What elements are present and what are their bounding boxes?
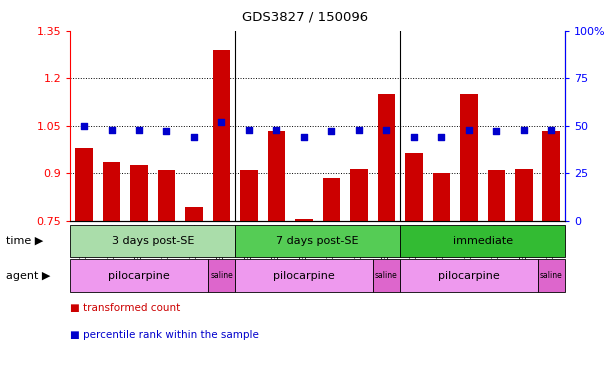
Point [519, 126, 529, 132]
Point [217, 119, 227, 125]
Point [492, 128, 502, 134]
Text: time ▶: time ▶ [6, 236, 43, 246]
Point [134, 126, 144, 132]
Bar [185, 207, 203, 221]
Bar [350, 169, 368, 221]
Text: agent ▶: agent ▶ [6, 270, 51, 281]
Text: pilocarpine: pilocarpine [108, 270, 170, 281]
Bar [70, 259, 208, 292]
Point [107, 126, 117, 132]
Text: pilocarpine: pilocarpine [273, 270, 335, 281]
Text: pilocarpine: pilocarpine [438, 270, 500, 281]
Bar [130, 166, 148, 221]
Text: 7 days post-SE: 7 days post-SE [276, 236, 359, 246]
Point [381, 126, 392, 132]
Bar [103, 162, 120, 221]
Bar [515, 169, 533, 221]
Bar [433, 173, 450, 221]
Point [299, 134, 309, 140]
Bar [488, 170, 505, 221]
Bar [405, 153, 423, 221]
Bar [400, 259, 538, 292]
Bar [158, 170, 175, 221]
Bar [543, 131, 560, 221]
Bar [378, 94, 395, 221]
Text: saline: saline [540, 271, 563, 280]
Text: ■ percentile rank within the sample: ■ percentile rank within the sample [70, 330, 259, 340]
Bar [75, 148, 93, 221]
Point [272, 126, 282, 132]
Bar [240, 170, 258, 221]
Bar [460, 94, 478, 221]
Point [437, 134, 447, 140]
Bar [323, 178, 340, 221]
Point [189, 134, 199, 140]
Point [464, 126, 474, 132]
Bar [373, 259, 400, 292]
Bar [208, 259, 235, 292]
Text: saline: saline [375, 271, 398, 280]
Bar [400, 225, 565, 257]
Point [244, 126, 254, 132]
Text: 3 days post-SE: 3 days post-SE [112, 236, 194, 246]
Bar [235, 259, 373, 292]
Point [79, 123, 89, 129]
Text: saline: saline [210, 271, 233, 280]
Text: ■ transformed count: ■ transformed count [70, 303, 180, 313]
Bar [213, 50, 230, 221]
Bar [538, 259, 565, 292]
Point [327, 128, 337, 134]
Bar [70, 225, 235, 257]
Bar [295, 219, 313, 221]
Point [161, 128, 171, 134]
Text: GDS3827 / 150096: GDS3827 / 150096 [243, 11, 368, 24]
Point [547, 126, 557, 132]
Text: immediate: immediate [453, 236, 513, 246]
Point [409, 134, 419, 140]
Point [354, 126, 364, 132]
Bar [235, 225, 400, 257]
Bar [268, 131, 285, 221]
